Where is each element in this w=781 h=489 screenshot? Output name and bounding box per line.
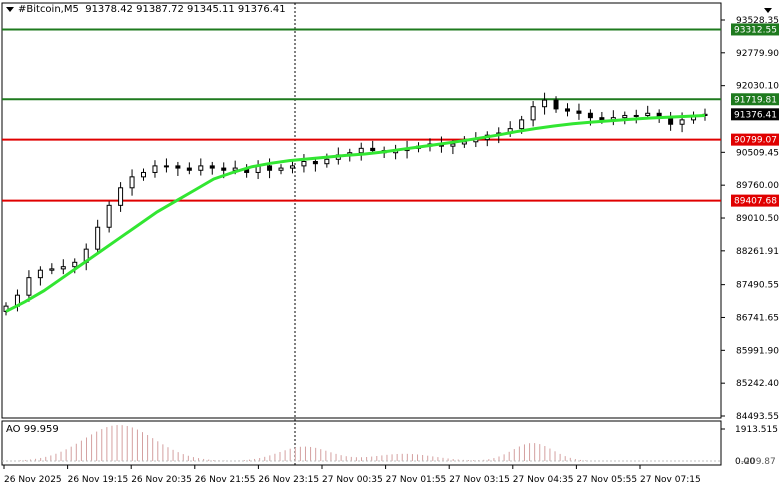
price-tick-label: 85991.90 xyxy=(736,346,779,356)
candle-body xyxy=(72,261,78,268)
price-tick-label: 90509.45 xyxy=(736,148,779,158)
candle-body xyxy=(60,266,66,270)
moving-average-line xyxy=(5,114,706,313)
candle-body xyxy=(301,161,307,167)
price-tick-label: 86741.65 xyxy=(736,313,779,323)
chart-corner-arrow-icon[interactable] xyxy=(764,8,772,13)
candle-body xyxy=(645,112,651,116)
price-tick-label: 93528.35 xyxy=(736,16,779,26)
candle-body xyxy=(599,117,605,121)
candle-body xyxy=(152,165,158,173)
symbol-menu-icon[interactable] xyxy=(6,6,14,12)
candle-body xyxy=(289,165,295,169)
candle-body xyxy=(370,147,376,152)
ao-indicator-title: AO 99.959 xyxy=(6,424,59,435)
time-tick-label: 27 Nov 01:55 xyxy=(386,475,447,485)
price-panel-frame xyxy=(1,2,722,419)
candle-body xyxy=(576,110,582,114)
ao-tick-label: 0.00 xyxy=(735,457,755,467)
candle-body xyxy=(198,165,204,171)
time-tick-label: 26 Nov 19:15 xyxy=(68,475,129,485)
time-tick-label: 27 Nov 05:55 xyxy=(576,475,637,485)
candle-body xyxy=(312,161,318,165)
price-tag-box xyxy=(731,93,779,106)
candle-body xyxy=(37,269,43,279)
ao-panel-frame xyxy=(1,420,722,466)
candle-body xyxy=(209,165,215,169)
candle-body xyxy=(278,167,284,171)
price-tag-box xyxy=(731,194,779,207)
candle-body xyxy=(267,165,273,171)
candle-body xyxy=(95,226,101,250)
price-tag-box xyxy=(731,133,779,146)
candle-body xyxy=(106,204,112,228)
candle-body xyxy=(587,112,593,119)
candle-body xyxy=(221,167,227,171)
time-tick-label: 26 Nov 2025 xyxy=(4,475,62,485)
chart-header: #Bitcoin,M5 91378.42 91387.72 91345.11 9… xyxy=(6,3,286,17)
candle-body xyxy=(668,117,674,125)
candle-body xyxy=(129,176,135,189)
ohlc-readout: 91378.42 91387.72 91345.11 91376.41 xyxy=(85,4,286,15)
price-tag-label: 93312.55 xyxy=(734,25,777,35)
ao-tick-label: -209.87 xyxy=(741,457,776,467)
candle-body xyxy=(163,165,169,168)
price-tag-label: 91376.41 xyxy=(734,110,777,120)
candle-body xyxy=(141,171,147,178)
price-tick-label: 85242.40 xyxy=(736,379,779,389)
candle-body xyxy=(324,158,330,165)
candle-body xyxy=(519,119,525,130)
price-tag-box xyxy=(731,108,779,121)
time-tick-label: 26 Nov 21:55 xyxy=(195,475,256,485)
candle-body xyxy=(679,119,685,125)
symbol-label: #Bitcoin,M5 xyxy=(18,4,79,15)
time-tick-label: 27 Nov 04:35 xyxy=(513,475,574,485)
price-tick-label: 88261.91 xyxy=(736,247,779,257)
candle-body xyxy=(175,165,181,169)
price-tick-label: 89760.00 xyxy=(736,181,779,191)
candle-body xyxy=(553,99,559,110)
time-tick-label: 26 Nov 23:15 xyxy=(258,475,319,485)
candle-body xyxy=(622,114,628,119)
price-tick-label: 92030.10 xyxy=(736,82,779,92)
candle-body xyxy=(450,143,456,147)
candle-body xyxy=(358,147,364,154)
price-tick-label: 84493.55 xyxy=(736,412,779,422)
price-tag-label: 91719.81 xyxy=(734,95,777,105)
candle-body xyxy=(118,187,124,206)
price-tag-box xyxy=(731,23,779,36)
ao-tick-label: 1913.515 xyxy=(735,425,778,435)
price-tick-label: 92779.90 xyxy=(736,49,779,59)
price-tag-label: 90799.07 xyxy=(734,136,777,146)
candle-body xyxy=(542,99,548,108)
price-tick-label: 89010.50 xyxy=(736,214,779,224)
candle-body xyxy=(530,106,536,121)
price-tag-label: 89407.68 xyxy=(734,197,777,207)
candle-body xyxy=(49,268,55,271)
time-tick-label: 26 Nov 20:35 xyxy=(131,475,192,485)
candle-body xyxy=(633,114,639,117)
time-tick-label: 27 Nov 07:15 xyxy=(640,475,701,485)
time-tick-label: 27 Nov 03:15 xyxy=(449,475,510,485)
time-tick-label: 27 Nov 00:35 xyxy=(322,475,383,485)
price-tick-label: 87490.55 xyxy=(736,281,779,291)
candle-body xyxy=(186,167,192,171)
candle-body xyxy=(564,108,570,112)
candle-body xyxy=(26,277,32,296)
